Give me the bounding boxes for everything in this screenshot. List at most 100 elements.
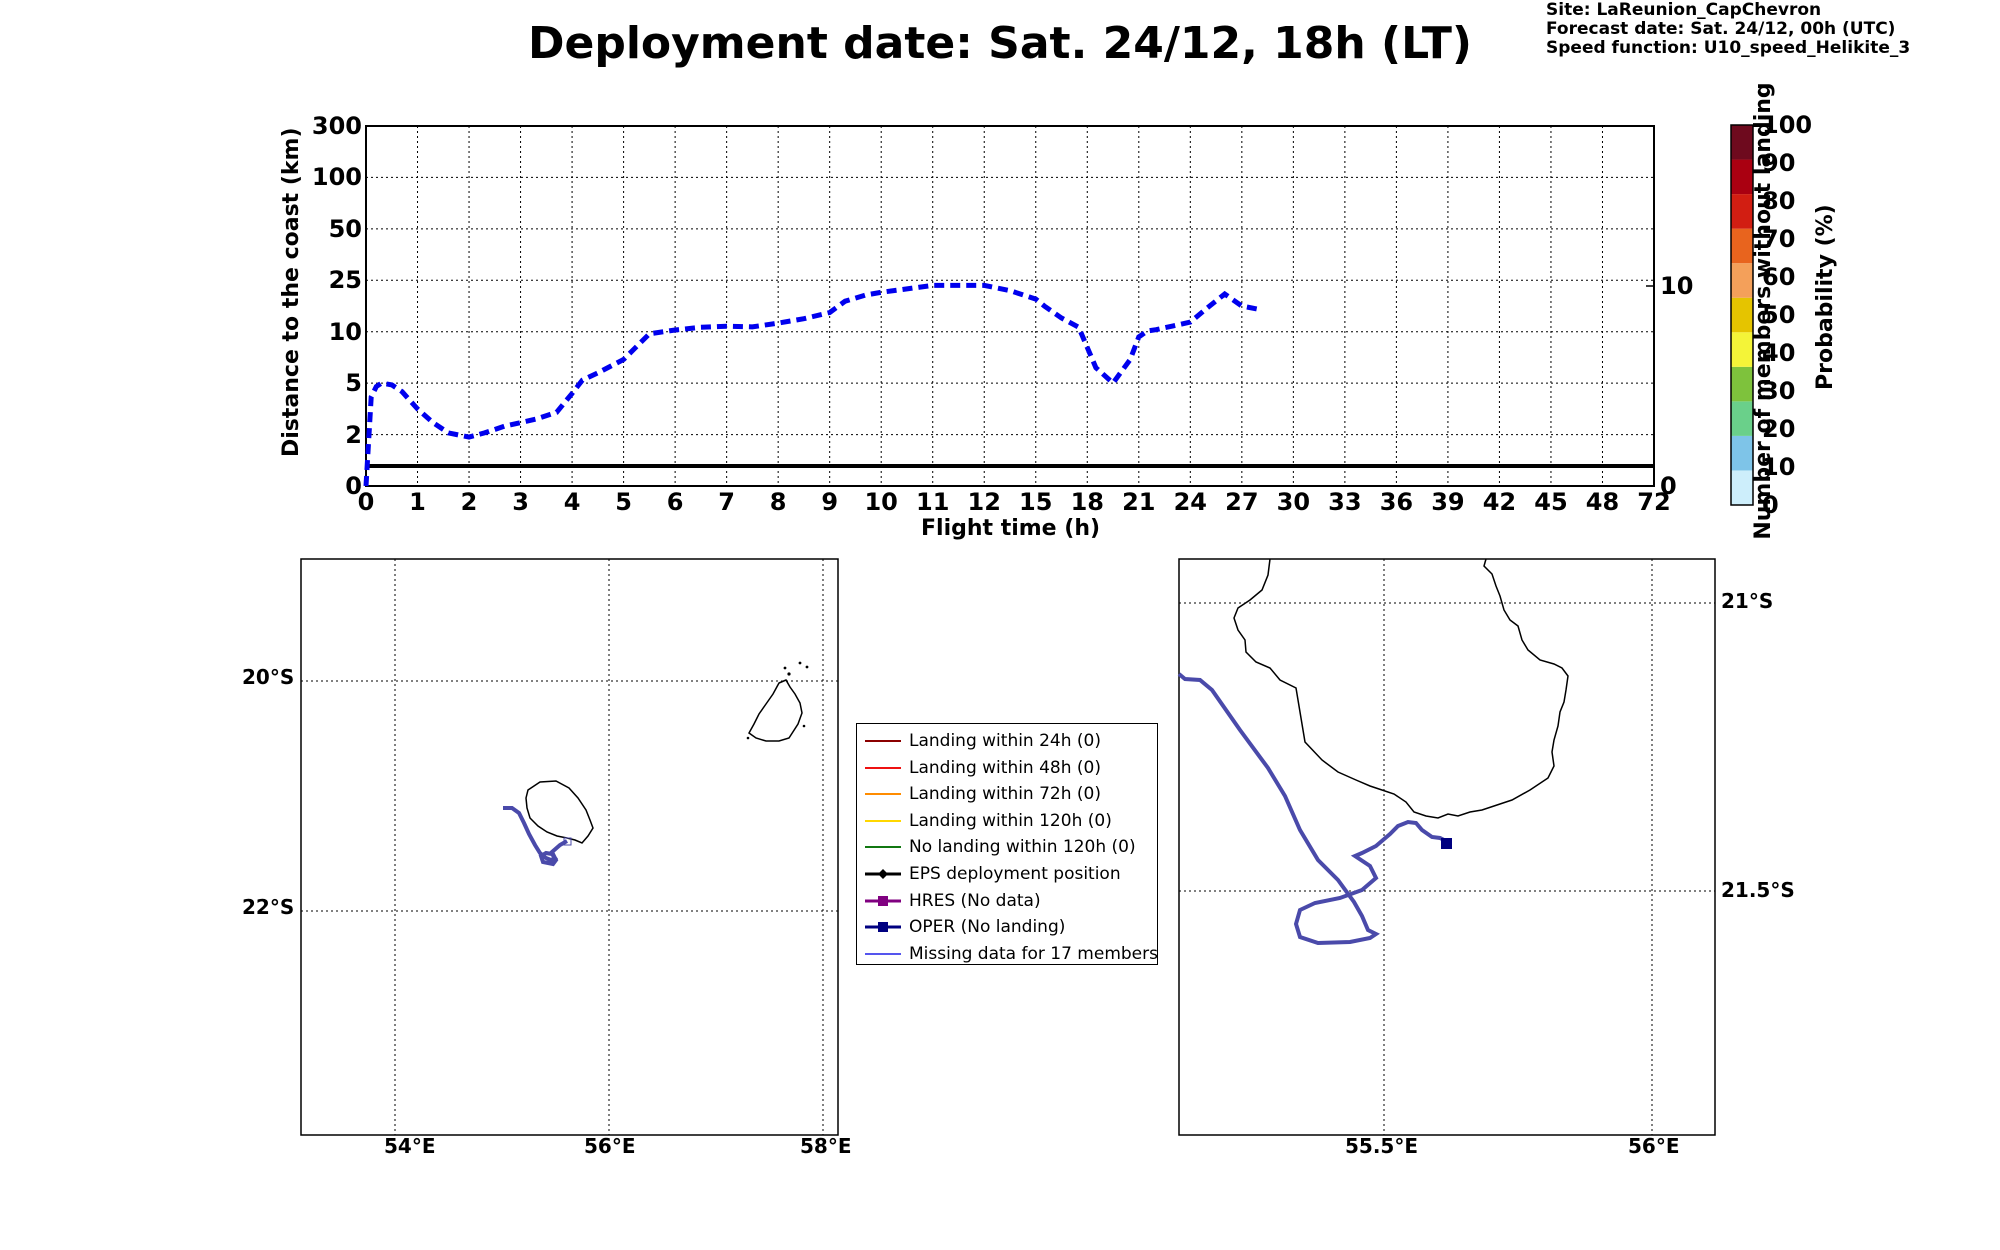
zoom-reunion-coastline — [1233, 558, 1569, 819]
colorbar-segment — [1731, 470, 1753, 505]
legend-swatch — [865, 819, 901, 822]
colorbar-segment — [1731, 401, 1753, 436]
legend-item: OPER (No landing) — [857, 914, 1157, 941]
site-info: Site: LaReunion_CapChevron Forecast date… — [1546, 1, 1910, 58]
x-tick-label: 30 — [1276, 488, 1311, 516]
colorbar-tick-label: 40 — [1762, 339, 1796, 367]
overview-oper-marker — [563, 837, 572, 846]
colorbar-tick-label: 100 — [1762, 111, 1813, 139]
legend-item: EPS deployment position — [857, 861, 1157, 888]
x-tick-label: 6 — [666, 488, 684, 516]
x-tick-label: 48 — [1585, 488, 1620, 516]
site-name: Site: LaReunion_CapChevron — [1546, 0, 1822, 20]
zoom-map-gridlines — [1179, 559, 1715, 1135]
x-axis-label: Flight time (h) — [921, 516, 1101, 541]
mauritius-island-outline — [748, 679, 803, 742]
colorbar-tick-label: 30 — [1762, 377, 1796, 405]
x-tick-label: 7 — [718, 488, 735, 516]
overview-lat-tick-2: 22°S — [242, 895, 295, 919]
y-tick-label: 10 — [328, 317, 362, 346]
y-tick-label: 100 — [311, 163, 362, 192]
legend-item: Landing within 24h (0) — [857, 728, 1157, 755]
y-tick-label: 50 — [328, 214, 362, 243]
forecast-date: Forecast date: Sat. 24/12, 00h (UTC) — [1546, 19, 1896, 39]
x-tick-label: 9 — [821, 488, 839, 516]
colorbar-tick-label: 0 — [1762, 491, 1779, 519]
x-tick-label: 2 — [460, 488, 478, 516]
overview-lon-tick-2: 56°E — [584, 1134, 636, 1158]
colorbar-tick-label: 80 — [1762, 187, 1796, 215]
x-tick-label: 36 — [1379, 488, 1414, 516]
legend-swatch — [865, 895, 901, 906]
x-tick-label: 3 — [512, 488, 529, 516]
x-tick-label: 24 — [1173, 488, 1208, 516]
legend-label: No landing within 120h (0) — [909, 837, 1136, 858]
legend-item: HRES (No data) — [857, 888, 1157, 915]
legend-swatch — [865, 868, 901, 879]
legend-label: HRES (No data) — [909, 890, 1041, 911]
legend-swatch — [865, 740, 901, 742]
x-tick-label: 27 — [1225, 488, 1259, 516]
overview-lon-tick-3: 58°E — [800, 1134, 852, 1158]
flight-distance-chart — [363, 125, 1655, 487]
x-tick-label: 15 — [1019, 488, 1053, 516]
zoom-oper-marker — [1441, 838, 1452, 849]
x-tick-label: 4 — [563, 488, 581, 516]
zoom-lon-tick-1: 55.5°E — [1345, 1134, 1419, 1158]
x-tick-label: 39 — [1431, 488, 1465, 516]
colorbar-segment — [1731, 263, 1753, 298]
chart-grid — [366, 126, 1654, 486]
legend-swatch — [865, 846, 901, 849]
zoom-lon-tick-2: 56°E — [1628, 1134, 1680, 1158]
colorbar-tick-label: 50 — [1762, 301, 1796, 329]
overview-trajectory — [503, 806, 568, 867]
y-right-tick-label: 10 — [1660, 272, 1694, 300]
legend-label: OPER (No landing) — [909, 917, 1066, 938]
y-tick-label: 5 — [345, 369, 362, 398]
colorbar-segment — [1731, 366, 1753, 402]
x-tick-label: 8 — [769, 488, 787, 516]
colorbar-segment — [1731, 194, 1753, 229]
x-tick-label: 21 — [1122, 488, 1156, 516]
legend-label: Landing within 72h (0) — [909, 784, 1102, 805]
colorbar-segment — [1731, 125, 1753, 160]
legend-swatch — [865, 952, 901, 955]
colorbar-tick-label: 20 — [1762, 415, 1796, 443]
zoom-lat-tick-2: 21.5°S — [1721, 878, 1795, 902]
legend-item: Landing within 72h (0) — [857, 781, 1157, 808]
legend-box: Landing within 24h (0) Landing within 48h… — [856, 723, 1158, 965]
legend-label: Landing within 24h (0) — [909, 731, 1102, 751]
legend-item: Landing within 48h (0) — [857, 755, 1157, 782]
speed-function: Speed function: U10_speed_Helikite_3 — [1546, 38, 1911, 58]
colorbar-segment — [1731, 159, 1753, 195]
colorbar-segment — [1731, 228, 1753, 264]
colorbar-tick-label: 10 — [1762, 453, 1796, 481]
x-tick-label: 0 — [357, 488, 375, 516]
overview-lon-tick-1: 54°E — [384, 1134, 436, 1158]
chart-frame — [365, 125, 1655, 487]
colorbar-tick-label: 70 — [1762, 225, 1796, 253]
legend-swatch — [865, 766, 901, 769]
legend-item: No landing within 120h (0) — [857, 834, 1157, 861]
colorbar-tick-label: 60 — [1762, 263, 1796, 291]
x-tick-label: 72 — [1637, 488, 1671, 516]
overview-map-gridlines — [301, 559, 838, 1135]
y-tick-label: 0 — [345, 472, 362, 500]
x-tick-label: 33 — [1328, 488, 1362, 516]
overview-map-frame — [300, 558, 839, 1136]
colorbar-segment — [1731, 332, 1753, 367]
y-tick-label: 2 — [345, 420, 362, 449]
x-tick-label: 11 — [916, 488, 950, 516]
x-tick-label: 18 — [1070, 488, 1104, 516]
legend-label: EPS deployment position — [909, 863, 1121, 884]
chart-tick-marks — [1646, 285, 1654, 487]
legend-label: Landing within 120h (0) — [909, 810, 1112, 831]
x-tick-label: 5 — [615, 488, 632, 516]
colorbar-frame — [1730, 124, 1754, 506]
small-islets — [746, 661, 809, 740]
overview-lat-tick-1: 20°S — [242, 665, 295, 689]
x-tick-label: 42 — [1482, 488, 1517, 516]
distance-series-line — [363, 282, 1260, 487]
